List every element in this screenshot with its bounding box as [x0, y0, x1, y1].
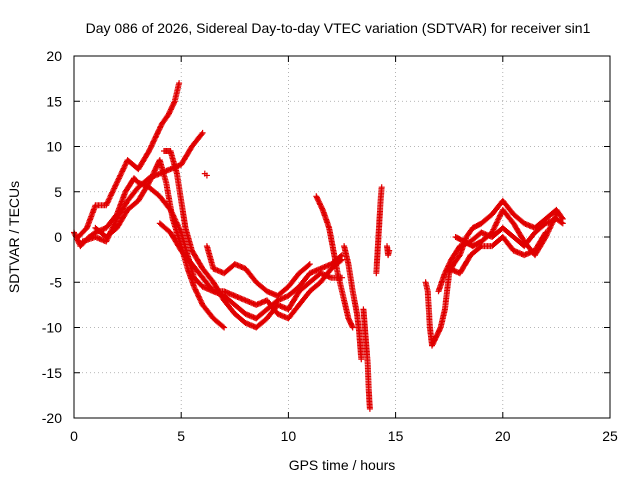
- series-track-16: [446, 229, 549, 277]
- y-tick-label: -5: [50, 274, 63, 290]
- series-track-7: [203, 243, 313, 299]
- y-tick-label: 5: [54, 184, 62, 200]
- series-track-9: [341, 243, 365, 363]
- x-tick-label: 5: [177, 428, 185, 444]
- data-point: [203, 172, 210, 179]
- series-track-8: [313, 193, 356, 331]
- series-track-4: [92, 157, 228, 331]
- y-tick-label: 20: [46, 48, 62, 64]
- y-axis-label: SDTVAR / TECUs: [6, 181, 22, 293]
- x-tick-label: 15: [388, 428, 404, 444]
- x-tick-label: 25: [602, 428, 618, 444]
- series-track-6: [156, 220, 345, 322]
- series-track-5: [161, 148, 345, 331]
- y-tick-label: -15: [42, 365, 62, 381]
- axis-ticks: 0 5 10 15 20 25 -20 -15 -10 -5 0 5 10 15 20: [42, 48, 618, 444]
- series-track-12: [384, 243, 393, 259]
- x-tick-label: 20: [495, 428, 511, 444]
- y-tick-label: -10: [42, 320, 62, 336]
- y-tick-label: 15: [46, 93, 62, 109]
- series-track-2: [75, 80, 183, 240]
- series-track-11: [373, 184, 385, 277]
- x-tick-label: 0: [70, 428, 78, 444]
- y-tick-label: 10: [46, 139, 62, 155]
- data-series: [71, 80, 566, 412]
- y-tick-label: 0: [54, 229, 62, 245]
- series-track-10: [360, 306, 373, 412]
- chart-title: Day 086 of 2026, Sidereal Day-to-day VTE…: [86, 20, 591, 36]
- x-axis-label: GPS time / hours: [289, 457, 396, 473]
- plot-frame: [73, 55, 611, 419]
- y-tick-label: -20: [42, 410, 62, 426]
- x-tick-label: 10: [281, 428, 297, 444]
